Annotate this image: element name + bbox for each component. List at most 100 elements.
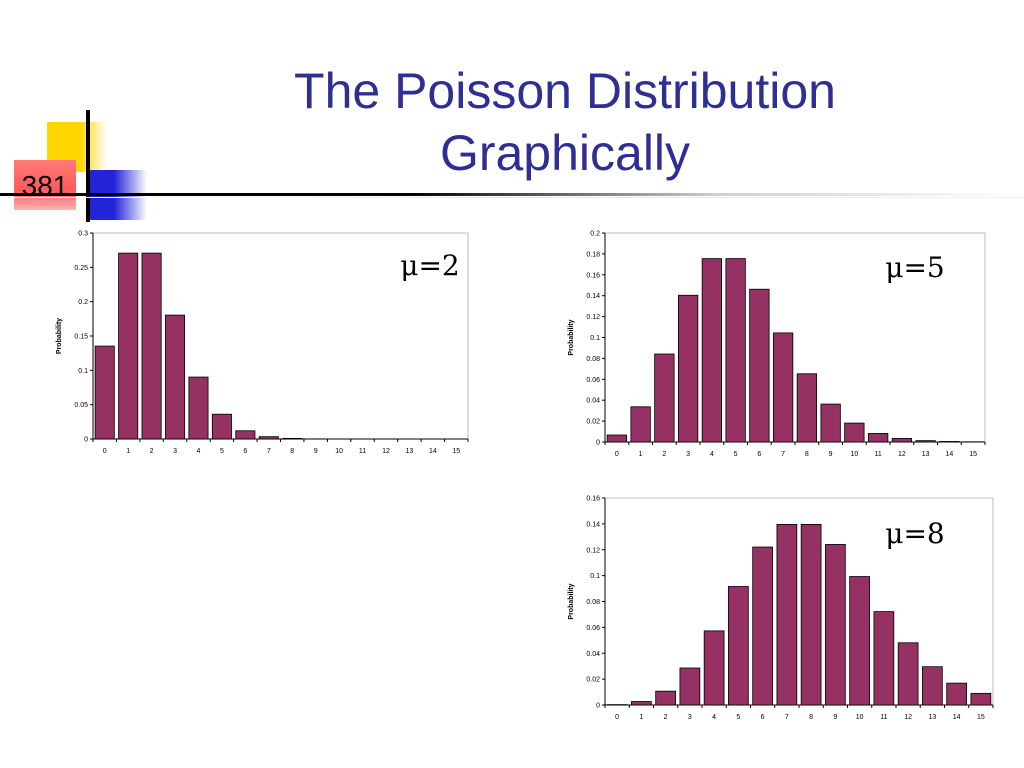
bar-k-7 (776, 523, 798, 706)
bar-k-14 (946, 682, 967, 706)
bar-k-10 (844, 422, 865, 443)
decor-horizontal-rule-shadow (0, 197, 1024, 198)
bar-k-3 (165, 314, 186, 440)
y-tick-label: 0.12 (586, 314, 600, 321)
decor-vertical-line (86, 110, 90, 222)
x-tick-label: 12 (898, 451, 906, 458)
bar-k-4 (703, 630, 725, 706)
x-tick-label: 15 (969, 451, 977, 458)
x-tick-label: 13 (928, 714, 936, 721)
bar-k-4 (188, 376, 209, 440)
x-tick-label: 4 (712, 714, 716, 721)
x-tick-label: 14 (953, 714, 961, 721)
bar-k-12 (891, 438, 913, 443)
x-tick-label: 7 (785, 714, 789, 721)
x-tick-label: 3 (688, 714, 692, 721)
x-tick-label: 12 (382, 448, 390, 455)
y-tick-label: 0.15 (74, 334, 88, 341)
bar-k-3 (677, 294, 699, 443)
decor-red-square (14, 160, 76, 210)
bar-k-2 (654, 353, 675, 443)
x-tick-label: 7 (781, 451, 785, 458)
x-tick-label: 1 (639, 714, 643, 721)
bar-k-13 (922, 666, 943, 706)
x-tick-label: 2 (150, 448, 154, 455)
bar-k-1 (118, 252, 139, 440)
x-tick-label: 13 (922, 451, 930, 458)
bar-k-7 (772, 332, 794, 443)
x-tick-label: 6 (761, 714, 765, 721)
x-tick-label: 10 (856, 714, 864, 721)
y-axis-label: Probability (568, 583, 575, 619)
slide-title-line-1: The Poisson Distribution (294, 63, 836, 119)
mu-annotation: μ=5 (885, 251, 944, 284)
bar-k-14 (939, 441, 960, 443)
bar-k-2 (655, 690, 676, 706)
bar-k-10 (849, 576, 870, 706)
y-tick-label: 0.08 (586, 356, 600, 363)
y-tick-label: 0.04 (586, 398, 600, 405)
y-axis-label: Probability (56, 318, 63, 354)
x-tick-label: 12 (904, 714, 912, 721)
x-tick-label: 10 (335, 448, 343, 455)
y-tick-label: 0.2 (590, 231, 600, 238)
decor-horizontal-rule (0, 193, 1024, 196)
x-tick-label: 5 (734, 451, 738, 458)
mu-annotation: μ=8 (885, 517, 944, 550)
y-tick-label: 0.25 (74, 265, 88, 272)
x-tick-label: 9 (833, 714, 837, 721)
x-tick-label: 15 (977, 714, 985, 721)
x-tick-label: 0 (103, 448, 107, 455)
x-tick-label: 15 (452, 448, 460, 455)
x-tick-label: 5 (736, 714, 740, 721)
x-tick-label: 9 (829, 451, 833, 458)
y-tick-label: 0.18 (586, 251, 600, 258)
x-tick-label: 4 (197, 448, 201, 455)
bar-k-1 (630, 406, 651, 443)
bar-k-5 (211, 413, 232, 440)
x-tick-label: 2 (664, 714, 668, 721)
x-tick-label: 1 (126, 448, 130, 455)
bar-k-7 (258, 436, 279, 440)
x-tick-label: 0 (615, 714, 619, 721)
x-tick-label: 2 (662, 451, 666, 458)
y-tick-label: 0.2 (78, 299, 88, 306)
x-tick-label: 14 (945, 451, 953, 458)
x-tick-label: 6 (243, 448, 247, 455)
bar-k-3 (679, 667, 701, 706)
x-tick-label: 3 (686, 451, 690, 458)
bar-k-8 (800, 523, 822, 706)
bar-k-9 (825, 544, 846, 706)
x-tick-label: 9 (314, 448, 318, 455)
x-tick-label: 3 (173, 448, 177, 455)
x-tick-label: 11 (874, 451, 881, 458)
poisson-chart-mu-2: 00.050.10.150.20.250.30 1 2 3 4 5 6 7 8 9 10 11 12 13… (56, 231, 469, 455)
y-tick-label: 0.1 (78, 368, 88, 375)
slide-title: The Poisson Distribution Graphically (200, 60, 930, 184)
y-tick-label: 0.14 (586, 293, 600, 300)
x-tick-label: 1 (639, 451, 643, 458)
x-tick-label: 7 (267, 448, 271, 455)
y-tick-label: 0 (596, 440, 600, 447)
x-tick-label: 8 (805, 451, 809, 458)
x-tick-label: 6 (757, 451, 761, 458)
poisson-chart-mu-8: 00.020.040.060.080.10.120.140.160 1 2 3 4 5 6 7… (568, 496, 994, 721)
x-tick-label: 4 (710, 451, 714, 458)
bar-k-0 (94, 345, 115, 440)
bar-k-11 (867, 433, 889, 443)
poisson-chart-mu-5: 0 0.02 0.04 0.06 0.08 0.1 0.12 0.14 0.16 0.18 0.2 0… (568, 231, 986, 458)
mu-annotation: μ=2 (400, 249, 459, 282)
bar-k-15 (970, 692, 992, 706)
x-tick-label: 11 (880, 714, 887, 721)
y-tick-label: 0.12 (586, 547, 600, 554)
bar-k-1 (631, 701, 652, 706)
bar-k-13 (915, 440, 936, 443)
y-tick-label: 0.16 (586, 496, 600, 503)
x-tick-label: 5 (220, 448, 224, 455)
slide-title-line-2: Graphically (439, 125, 691, 181)
y-tick-label: 0.05 (74, 402, 88, 409)
bar-k-9 (820, 403, 841, 443)
x-tick-label: 0 (615, 451, 619, 458)
bar-k-6 (752, 546, 773, 706)
x-tick-label: 14 (429, 448, 437, 455)
